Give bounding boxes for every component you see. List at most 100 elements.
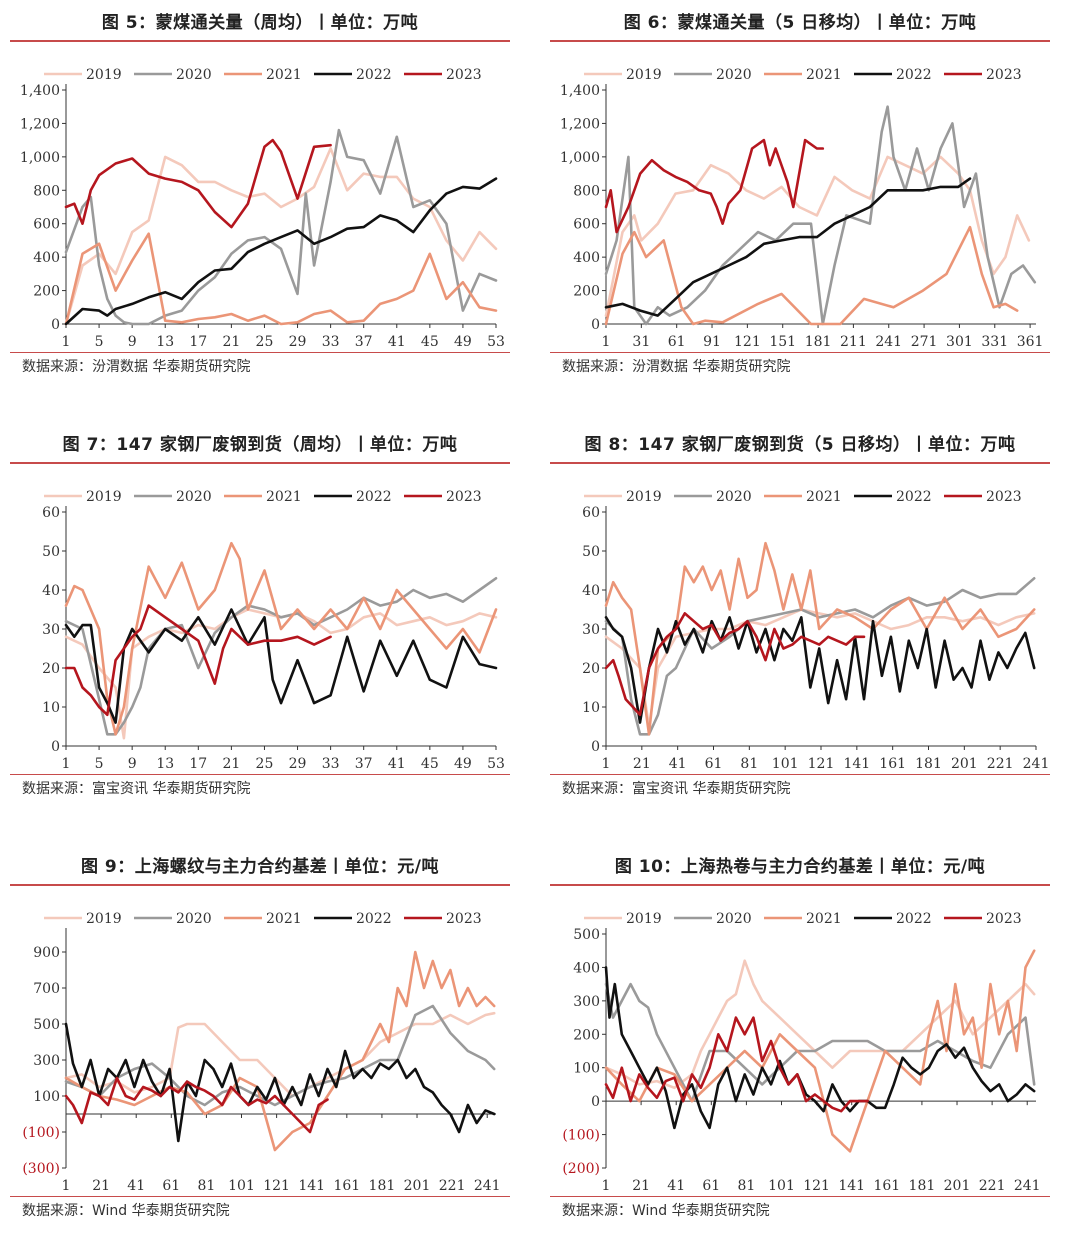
series-line-2023 bbox=[604, 1016, 869, 1113]
legend-label-2020: 2020 bbox=[716, 489, 752, 505]
legend-label-2019: 2019 bbox=[86, 489, 122, 505]
data-source: 数据来源：富宝资讯 华泰期货研究院 bbox=[562, 781, 791, 797]
chart-panel-7: 图 7：147 家钢厂废钢到货（周均）丨单位：万吨 2019 2020 2021 20… bbox=[0, 422, 520, 832]
x-tick-label: 211 bbox=[840, 334, 867, 350]
title-divider bbox=[10, 884, 510, 886]
y-tick-label: 100 bbox=[573, 1061, 600, 1077]
series-line-2021 bbox=[64, 950, 496, 1152]
x-tick-label: 221 bbox=[987, 756, 1014, 772]
y-tick-label: 300 bbox=[33, 1053, 60, 1069]
x-tick-label: 101 bbox=[772, 756, 799, 772]
series-line-2021 bbox=[604, 541, 1036, 736]
x-tick-label: 1 bbox=[602, 1178, 611, 1194]
chart-title: 图 8：147 家钢厂废钢到货（5 日移均）丨单位：万吨 bbox=[584, 435, 1016, 455]
x-tick-label: 121 bbox=[734, 334, 761, 350]
legend-label-2023: 2023 bbox=[986, 489, 1022, 505]
y-tick-label: 400 bbox=[573, 960, 600, 976]
y-tick-label: 1,000 bbox=[560, 150, 600, 166]
chart-panel-9: 图 9：上海螺纹与主力合约基差丨单位：元/吨 2019 2020 2021 2022 2… bbox=[0, 844, 520, 1254]
y-tick-label: 500 bbox=[573, 927, 600, 943]
y-tick-label: 300 bbox=[573, 994, 600, 1010]
x-tick-label: 21 bbox=[633, 756, 651, 772]
y-tick-label: 10 bbox=[582, 700, 600, 716]
x-tick-label: 33 bbox=[322, 756, 340, 772]
y-tick-label: 20 bbox=[42, 661, 60, 677]
x-tick-label: 161 bbox=[873, 1178, 900, 1194]
legend-label-2023: 2023 bbox=[986, 67, 1022, 83]
x-tick-label: 17 bbox=[189, 756, 207, 772]
legend-label-2023: 2023 bbox=[446, 911, 482, 927]
y-tick-label: (100) bbox=[22, 1125, 60, 1141]
x-tick-label: 41 bbox=[669, 756, 687, 772]
chart-panel-10: 图 10：上海热卷与主力合约基差丨单位：元/吨 2019 2020 2021 2022… bbox=[540, 844, 1060, 1254]
y-tick-label: 200 bbox=[33, 284, 60, 300]
x-tick-label: 1 bbox=[602, 756, 611, 772]
x-tick-label: 331 bbox=[981, 334, 1008, 350]
x-tick-label: 33 bbox=[322, 334, 340, 350]
data-source: 数据来源：Wind 华泰期货研究院 bbox=[562, 1203, 770, 1219]
y-tick-label: 100 bbox=[33, 1089, 60, 1105]
series-line-2021 bbox=[64, 541, 498, 736]
y-tick-label: (100) bbox=[562, 1128, 600, 1144]
source-divider bbox=[550, 774, 1050, 775]
series-line-2020 bbox=[604, 105, 1037, 326]
x-tick-label: 121 bbox=[803, 1178, 830, 1194]
y-tick-label: 800 bbox=[573, 183, 600, 199]
x-tick-label: 141 bbox=[838, 1178, 865, 1194]
y-tick-label: 700 bbox=[33, 981, 60, 997]
series-line-2022 bbox=[604, 177, 972, 317]
x-tick-label: 301 bbox=[946, 334, 973, 350]
legend-label-2020: 2020 bbox=[716, 67, 752, 83]
y-tick-label: 1,400 bbox=[20, 83, 60, 99]
legend-label-2022: 2022 bbox=[356, 489, 392, 505]
legend-label-2021: 2021 bbox=[266, 911, 302, 927]
chart-plot: 2019 2020 2021 2022 2023 0 200 400 600 800 1,000 1,… bbox=[560, 67, 1044, 350]
chart-plot: 2019 2020 2021 2022 2023 (200) (100) 0 100 200 300… bbox=[562, 911, 1041, 1194]
x-tick-label: 81 bbox=[737, 1178, 755, 1194]
y-tick-label: 200 bbox=[573, 284, 600, 300]
x-tick-label: 81 bbox=[197, 1178, 215, 1194]
x-tick-label: 181 bbox=[915, 756, 942, 772]
x-tick-label: 41 bbox=[127, 1178, 145, 1194]
y-tick-label: 40 bbox=[42, 583, 60, 599]
title-divider bbox=[550, 462, 1050, 464]
legend: 2019 2020 2021 2022 2023 bbox=[44, 67, 482, 83]
y-tick-label: 0 bbox=[591, 1094, 600, 1110]
x-tick-label: 41 bbox=[388, 756, 406, 772]
series-line-2021 bbox=[64, 232, 498, 326]
chart-title: 图 6：蒙煤通关量（5 日移均）丨单位：万吨 bbox=[623, 13, 977, 33]
x-tick-label: 271 bbox=[911, 334, 938, 350]
y-tick-label: 10 bbox=[42, 700, 60, 716]
y-tick-label: (300) bbox=[22, 1161, 60, 1177]
source-divider bbox=[550, 352, 1050, 353]
title-divider bbox=[550, 40, 1050, 42]
series-line-2020 bbox=[64, 577, 498, 736]
series-line-2022 bbox=[64, 1022, 496, 1143]
x-tick-label: 241 bbox=[1014, 1178, 1041, 1194]
y-tick-label: 0 bbox=[591, 739, 600, 755]
x-tick-label: 53 bbox=[487, 756, 505, 772]
legend-label-2021: 2021 bbox=[806, 489, 842, 505]
y-tick-label: 900 bbox=[33, 945, 60, 961]
x-tick-label: 49 bbox=[454, 334, 472, 350]
x-tick-label: 61 bbox=[162, 1178, 180, 1194]
x-tick-label: 45 bbox=[421, 756, 439, 772]
x-tick-label: 141 bbox=[843, 756, 870, 772]
title-divider bbox=[550, 884, 1050, 886]
x-tick-label: 21 bbox=[222, 334, 240, 350]
y-tick-label: 800 bbox=[33, 183, 60, 199]
y-tick-label: 30 bbox=[42, 622, 60, 638]
x-tick-label: 1 bbox=[62, 1178, 71, 1194]
x-tick-label: 5 bbox=[95, 334, 104, 350]
x-tick-label: 37 bbox=[355, 334, 373, 350]
series-line-2023 bbox=[64, 1076, 329, 1134]
series-line-2021 bbox=[604, 949, 1036, 1153]
x-tick-label: 9 bbox=[128, 756, 137, 772]
y-tick-label: 1,200 bbox=[560, 116, 600, 132]
x-tick-label: 201 bbox=[404, 1178, 431, 1194]
legend-label-2020: 2020 bbox=[176, 67, 212, 83]
legend-label-2021: 2021 bbox=[266, 67, 302, 83]
y-tick-label: 600 bbox=[573, 217, 600, 233]
y-tick-label: 0 bbox=[51, 317, 60, 333]
